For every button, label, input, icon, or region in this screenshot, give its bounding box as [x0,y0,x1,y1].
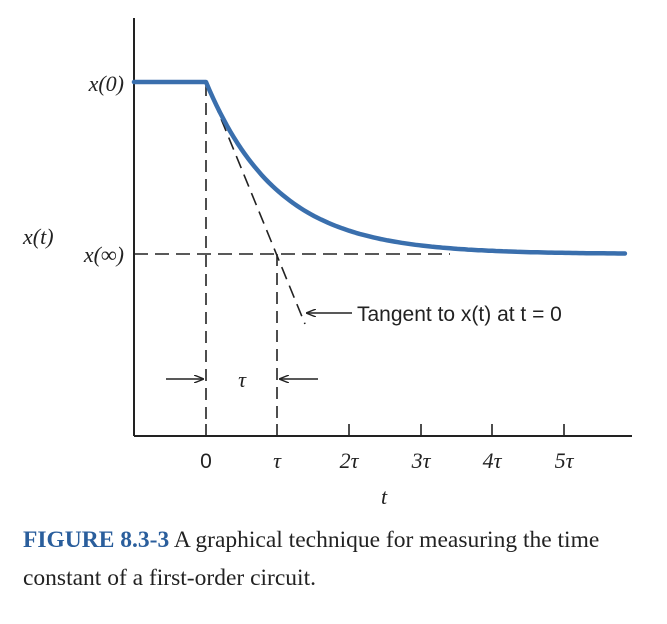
x-tick-label-3: 3τ [411,448,432,473]
time-constant-diagram: Tangent to x(t) at t = 0 τ x(0) x(∞) x(t… [22,18,632,509]
x-axis-label: t [381,484,388,509]
initial-value-label: x(0) [88,71,124,96]
caption-text: A graphical technique for measuring the … [23,527,600,591]
x-tick-marks [205,424,565,436]
x-tick-label-0: 0 [200,450,212,473]
final-value-label: x(∞) [83,242,124,267]
tau-marker-label: τ [238,367,247,392]
response-curve [131,79,628,256]
x-tick-label-4: 4τ [483,448,503,473]
figure-number: FIGURE 8.3-3 [23,527,170,553]
tangent-line [205,81,306,325]
x-tick-label-2: 2τ [340,448,360,473]
x-tick-label-1: τ [273,448,282,473]
tangent-annotation: Tangent to x(t) at t = 0 [357,303,562,326]
x-tick-label-5: 5τ [555,448,575,473]
y-axis-label: x(t) [22,224,54,249]
figure-caption: FIGURE 8.3-3 A graphical technique for m… [23,521,643,597]
